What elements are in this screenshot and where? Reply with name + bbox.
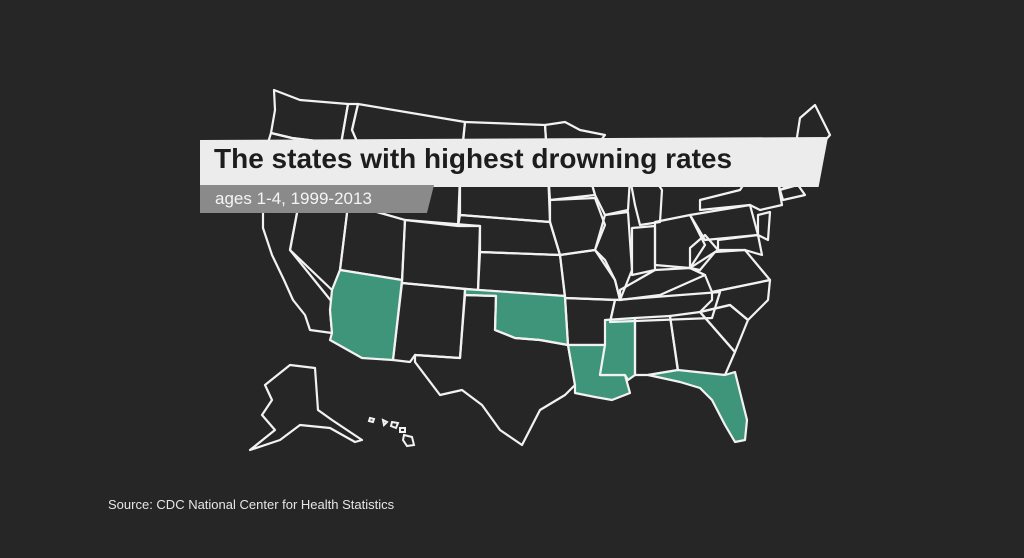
state-colorado (400, 218, 482, 292)
hawaii-small-island (367, 416, 376, 424)
subtitle-banner (200, 185, 434, 213)
state-maryland-delaware (716, 233, 764, 257)
title-banner (200, 137, 828, 187)
map-subtitle: ages 1-4, 1999-2013 (215, 189, 372, 208)
state-new-jersey (756, 210, 772, 242)
state-hawaii (381, 418, 416, 448)
map-title: The states with highest drowning rates (214, 143, 733, 174)
state-florida (646, 368, 749, 444)
state-virginia (688, 248, 772, 294)
state-alaska (248, 363, 364, 452)
state-missouri (558, 248, 622, 302)
state-kansas (476, 250, 567, 298)
state-utah (338, 203, 407, 282)
state-texas (413, 293, 577, 447)
state-new-mexico (391, 281, 467, 364)
state-arizona (328, 268, 404, 362)
state-south-carolina (698, 303, 750, 354)
state-oklahoma (463, 287, 570, 347)
state-indiana (630, 224, 657, 277)
state-west-virginia (688, 233, 720, 272)
state-ohio (653, 213, 707, 270)
state-nebraska (456, 213, 562, 257)
state-illinois (593, 210, 634, 302)
state-mississippi (598, 316, 637, 382)
state-north-carolina (698, 278, 772, 322)
state-tennessee (608, 290, 722, 324)
state-georgia (668, 310, 737, 377)
source-note: Source: CDC National Center for Health S… (108, 497, 395, 512)
